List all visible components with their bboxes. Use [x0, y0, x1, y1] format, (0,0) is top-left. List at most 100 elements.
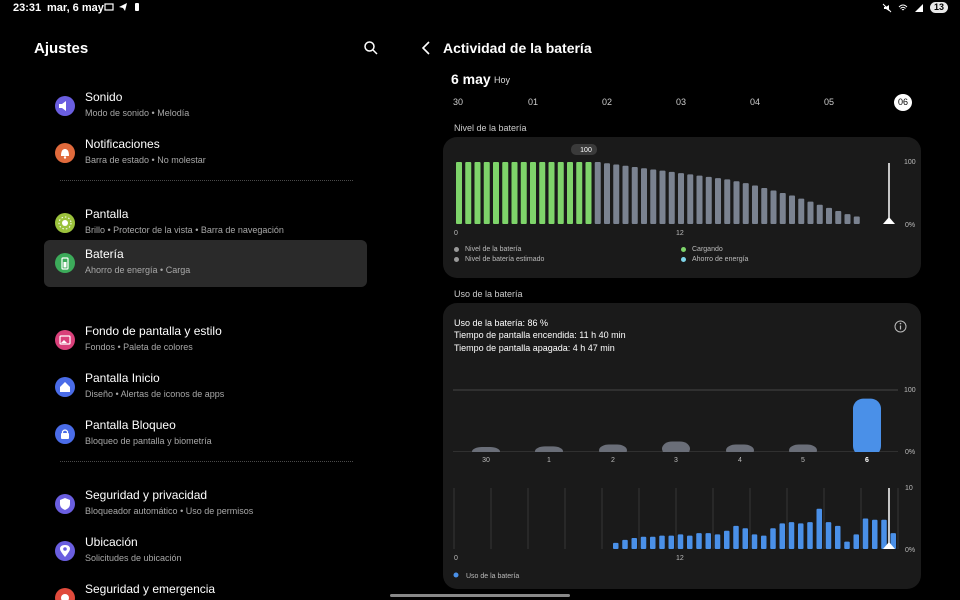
hourly-usage-bar [890, 533, 896, 549]
x-tick: 0 [454, 230, 458, 237]
level-bar [770, 190, 777, 224]
charging-bar [502, 162, 509, 224]
bell-icon [55, 143, 75, 163]
charging-bar [465, 162, 472, 224]
hourly-usage-bar [835, 525, 841, 549]
x-tick: 12 [676, 555, 684, 562]
level-bar [844, 214, 851, 224]
level-bar [678, 173, 684, 224]
sun-icon [55, 213, 75, 233]
charging-bar [474, 162, 481, 224]
weekly-usage-chart: 30 1 2 3 4 5 6 100 0% [453, 387, 916, 464]
legend-label: Ahorro de energía [692, 256, 749, 263]
menu-item-4[interactable]: Batería Ahorro de energía • Carga [44, 240, 367, 287]
level-bar [631, 166, 638, 224]
menu-item-subtitle: Ahorro de energía • Carga [85, 265, 191, 275]
hourly-usage-bar [742, 528, 748, 549]
level-bar [696, 175, 703, 224]
menu-item-title: Ubicación [85, 535, 138, 549]
hourly-usage-bar [798, 523, 804, 549]
menu-item-5[interactable]: Fondo de pantalla y estilo Fondos • Palet… [44, 317, 367, 364]
legend-label: Cargando [692, 246, 723, 253]
charging-bar [493, 162, 499, 224]
x-tick: 6 [865, 457, 869, 464]
location-icon [55, 541, 75, 561]
legend-dot [453, 572, 459, 578]
menu-item-subtitle: Brillo • Protector de la vista • Barra d… [85, 225, 284, 235]
menu-item-7[interactable]: Pantalla Bloqueo Bloqueo de pantalla y bi… [44, 411, 367, 458]
menu-item-10[interactable]: Seguridad y emergencia [44, 575, 367, 600]
hourly-usage-bar [816, 508, 822, 549]
legend-item: Ahorro de energía [681, 256, 748, 263]
charging-bar [585, 162, 592, 224]
charging-bar [576, 162, 583, 224]
y-tick: 0% [905, 449, 915, 456]
wallpaper-icon [55, 330, 75, 350]
level-bar [715, 178, 721, 224]
level-bar [622, 165, 629, 224]
menu-item-title: Notificaciones [85, 137, 160, 151]
search-icon[interactable] [363, 40, 379, 56]
day-tab-03[interactable]: 03 [675, 97, 686, 107]
menu-item-subtitle: Barra de estado • No molestar [85, 155, 206, 165]
level-bar [752, 185, 758, 224]
charging-bar [548, 162, 555, 224]
menu-item-3[interactable]: Pantalla Brillo • Protector de la vista •… [44, 200, 367, 247]
info-icon[interactable] [894, 320, 907, 333]
menu-item-2[interactable]: Notificaciones Barra de estado • No moles… [44, 130, 367, 177]
menu-item-8[interactable]: Seguridad y privacidad Bloqueador automát… [44, 481, 367, 528]
menu-item-subtitle: Solicitudes de ubicación [85, 553, 182, 563]
hourly-usage-bar [650, 536, 656, 549]
menu-item-title: Fondo de pantalla y estilo [85, 324, 222, 338]
usage-bar[interactable] [853, 398, 881, 456]
legend-item: Cargando [681, 246, 723, 253]
screen-off-time: Tiempo de pantalla apagada: 4 h 47 min [454, 343, 615, 353]
shield-icon [55, 494, 75, 514]
peak-label: 100 [580, 147, 592, 154]
day-tab-05[interactable]: 05 [823, 97, 834, 107]
hourly-usage-bar [881, 519, 887, 549]
battery-level-badge: 13 [929, 2, 948, 13]
menu-item-title: Pantalla Inicio [85, 371, 160, 385]
level-bar [604, 163, 610, 224]
y-tick: 100 [904, 159, 916, 166]
x-tick: 4 [738, 457, 742, 464]
menu-item-6[interactable]: Pantalla Inicio Diseño • Alertas de icono… [44, 364, 367, 411]
hourly-usage-bar [770, 528, 776, 549]
hourly-usage-bar [788, 522, 795, 549]
level-bar [668, 171, 675, 224]
legend-dot [454, 257, 459, 262]
emergency-icon [55, 588, 75, 600]
hourly-usage-bar [853, 534, 859, 549]
menu-item-1[interactable]: Sonido Modo de sonido • Melodía [44, 83, 367, 130]
screen-on-time: Tiempo de pantalla encendida: 11 h 40 mi… [454, 330, 626, 340]
hourly-usage-bar [677, 534, 684, 549]
legend-label: Uso de la batería [466, 573, 519, 580]
hourly-usage-bar [724, 530, 730, 549]
day-tab-30[interactable]: 30 [452, 97, 463, 107]
level-bar [853, 216, 860, 224]
hourly-usage-bar [687, 535, 693, 549]
x-tick: 0 [454, 555, 458, 562]
y-tick: 0% [905, 222, 915, 229]
menu-item-subtitle: Modo de sonido • Melodía [85, 108, 190, 118]
level-bar [789, 195, 795, 224]
mute-icon [882, 3, 892, 12]
hourly-usage-bar [714, 534, 721, 549]
legend-label: Nivel de la batería [465, 246, 522, 253]
menu-item-title: Sonido [85, 90, 123, 104]
day-tab-02[interactable]: 02 [601, 97, 612, 107]
bar-mask [453, 452, 898, 458]
day-tab-06[interactable]: 06 [894, 94, 912, 111]
home-indicator[interactable] [390, 594, 570, 597]
telegram-icon [119, 3, 127, 11]
menu-item-9[interactable]: Ubicación Solicitudes de ubicación [44, 528, 367, 575]
selected-day-sub: Hoy [494, 75, 511, 85]
battery-icon [55, 253, 75, 273]
back-icon[interactable] [418, 40, 434, 56]
charging-bar [483, 162, 490, 224]
menu-item-title: Pantalla [85, 207, 129, 221]
menu-item-subtitle: Fondos • Paleta de colores [85, 342, 193, 352]
day-tab-04[interactable]: 04 [749, 97, 760, 107]
day-tab-01[interactable]: 01 [527, 97, 538, 107]
